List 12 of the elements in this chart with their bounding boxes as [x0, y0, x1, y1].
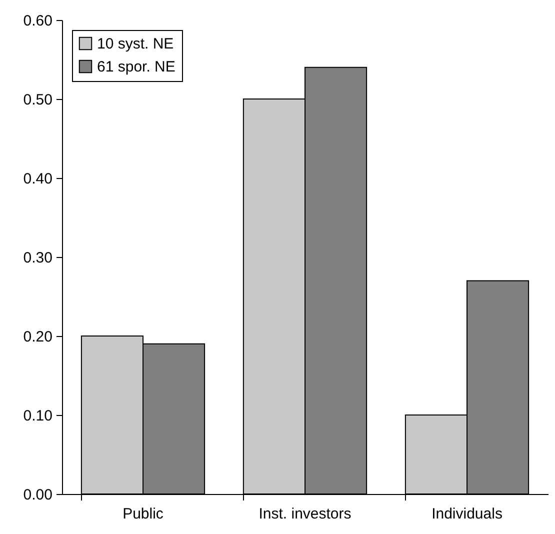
y-tick-label: 0.20	[23, 328, 52, 346]
y-tick-label: 0.40	[23, 170, 52, 188]
y-tick-label: 0.30	[23, 250, 52, 266]
y-tick-label: 0.10	[23, 408, 52, 424]
x-tick-label: Individuals	[432, 506, 502, 522]
x-tick-label: Inst. investors	[258, 506, 352, 522]
y-tick-label: 0.60	[23, 12, 52, 30]
x-tick-label: Public	[122, 506, 164, 522]
legend-label: 10 syst. NE	[97, 36, 174, 52]
y-tick-label: 0.00	[23, 486, 52, 504]
y-tick-label: 0.50	[23, 92, 52, 108]
legend-label: 61 spor. NE	[97, 58, 176, 76]
